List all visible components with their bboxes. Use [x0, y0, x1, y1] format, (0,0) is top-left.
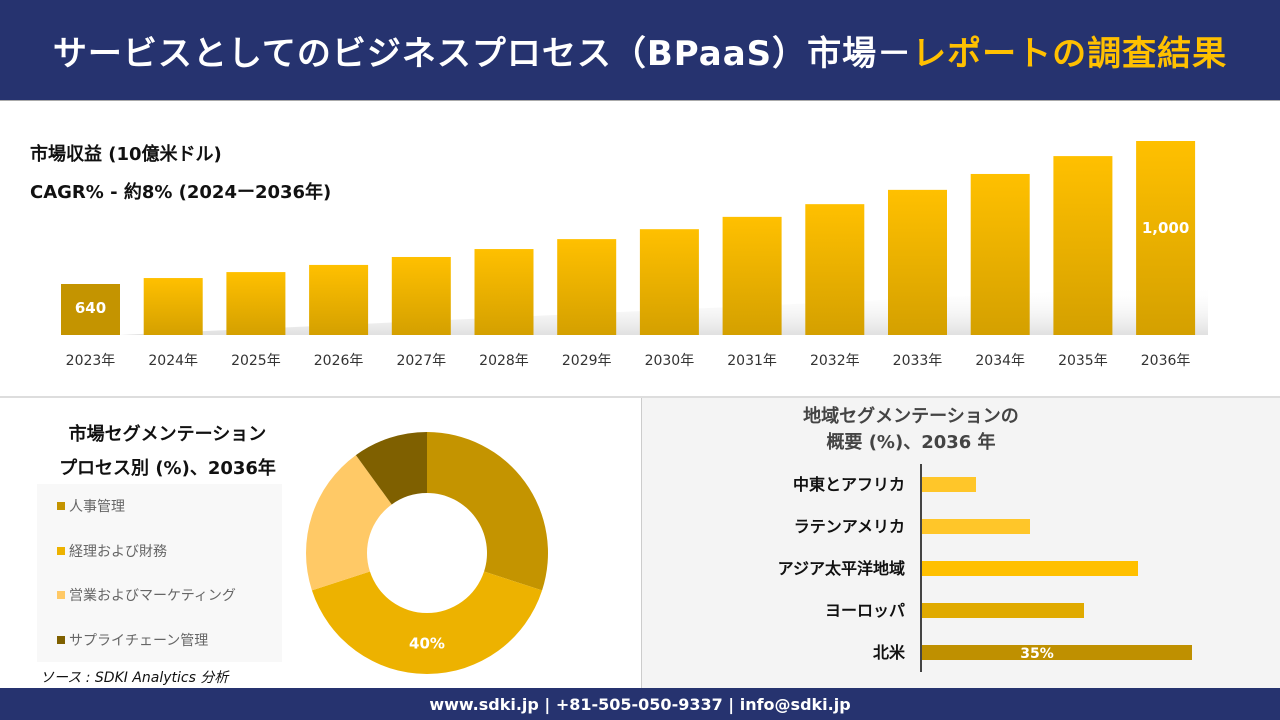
- region-segment-panel: [641, 398, 1280, 688]
- x-tick-label: 2030年: [645, 353, 695, 369]
- legend-label: サプライチェーン管理: [69, 632, 209, 649]
- x-tick-label: 2035年: [1058, 353, 1108, 369]
- bar-2032年: [805, 204, 865, 335]
- x-tick-label: 2026年: [314, 353, 364, 369]
- legend-swatch: [57, 546, 65, 555]
- data-label: 640: [75, 299, 106, 317]
- revenue-title: 市場収益 (10億米ドル): [30, 144, 222, 165]
- y-tick-label: 北米: [873, 643, 906, 662]
- title-main: サービスとしてのビジネスプロセス（BPaaS）市場－: [52, 33, 913, 74]
- legend-item: 営業およびマーケティング: [57, 585, 236, 605]
- x-tick-label: 2027年: [396, 353, 446, 369]
- legend-swatch: [57, 591, 65, 599]
- hbar-アジア太平洋地域: [922, 561, 1138, 576]
- y-tick-label: ラテンアメリカ: [794, 517, 905, 536]
- process-donut-chart: 40%: [306, 432, 548, 674]
- bar-2035年: [1053, 156, 1113, 335]
- process-legend: 人事管理経理および財務営業およびマーケティング サプライチェーン管理: [37, 484, 282, 662]
- donut-slice-営業およびマーケティング: [306, 455, 392, 591]
- bar-2028年: [474, 249, 534, 335]
- legend-item: 経理および財務: [57, 541, 167, 561]
- source-note: ソース : SDKI Analytics 分析: [40, 670, 229, 686]
- y-tick-label: 中東とアフリカ: [793, 475, 905, 494]
- title-highlight: レポートの調査結果: [912, 33, 1228, 74]
- legend-label: 経理および財務: [69, 543, 167, 560]
- legend-label: 営業およびマーケティング: [69, 588, 236, 604]
- legend-swatch: [57, 635, 65, 644]
- data-label: 1,000: [1142, 219, 1189, 237]
- donut-data-label: 40%: [409, 635, 445, 653]
- donut-slice-経理および財務: [311, 571, 543, 674]
- cagr-subtitle: CAGR% - 約8% (2024ー2036年): [30, 182, 332, 203]
- region-title-1: 地域セグメンテーションの: [803, 406, 1019, 427]
- bar-2033年: [888, 189, 947, 335]
- legend-item: 人事管理: [57, 496, 125, 516]
- hbar-ラテンアメリカ: [922, 519, 1030, 534]
- donut-slice-サプライチェーン管理: [355, 432, 427, 505]
- x-tick-label: 2029年: [562, 353, 612, 369]
- hbar-中東とアフリカ: [922, 477, 976, 492]
- bar-2029年: [557, 239, 617, 335]
- x-tick-label: 2025年: [231, 353, 281, 369]
- x-tick-label: 2023年: [66, 353, 116, 369]
- bar-2023年: [61, 284, 120, 335]
- footer-contact: www.sdki.jp | +81-505-050-9337 | info@sd…: [0, 688, 1280, 720]
- bar-2026年: [309, 264, 369, 335]
- x-tick-label: 2024年: [148, 353, 198, 369]
- bar-2025年: [226, 272, 286, 335]
- hbar-ヨーロッパ: [922, 603, 1084, 618]
- bar-2036年: [1136, 141, 1196, 335]
- legend-item: サプライチェーン管理: [57, 630, 208, 650]
- header: サービスとしてのビジネスプロセス（BPaaS）市場－レポートの調査結果: [0, 0, 1280, 101]
- process-title-2: プロセス別 (%)、2036年: [59, 458, 276, 479]
- page-title: サービスとしてのビジネスプロセス（BPaaS）市場－レポートの調査結果: [53, 26, 1227, 75]
- process-title-1: 市場セグメンテーション: [68, 424, 267, 445]
- x-tick-label: 2028年: [479, 353, 529, 369]
- region-title-2: 概要 (%)、2036 年: [826, 432, 996, 453]
- bar-2031年: [722, 216, 782, 335]
- x-tick-label: 2032年: [810, 353, 860, 369]
- divider: [0, 396, 1280, 398]
- x-tick-label: 2033年: [893, 353, 943, 369]
- legend-label: 人事管理: [69, 499, 125, 515]
- y-tick-label: アジア太平洋地域: [778, 559, 905, 578]
- region-title: 地域セグメンテーションの 概要 (%)、2036 年: [641, 404, 1181, 456]
- hbar-data-label: 35%: [1020, 646, 1054, 662]
- bar-2030年: [639, 229, 699, 335]
- donut-slice-人事管理: [427, 432, 548, 591]
- bar-2024年: [143, 278, 203, 335]
- hbar-北米: [922, 645, 1192, 660]
- bar-2034年: [970, 173, 1030, 335]
- bar-2027年: [391, 256, 451, 335]
- x-tick-label: 2031年: [727, 353, 777, 369]
- y-tick-label: ヨーロッパ: [825, 601, 905, 620]
- legend-swatch: [57, 502, 65, 510]
- x-tick-label: 2036年: [1141, 353, 1191, 369]
- x-tick-label: 2034年: [975, 353, 1025, 369]
- revenue-bar-chart: 2023年 640 2024年 2025年 2026年 2027年 2028年 2029年 20…: [61, 141, 1208, 369]
